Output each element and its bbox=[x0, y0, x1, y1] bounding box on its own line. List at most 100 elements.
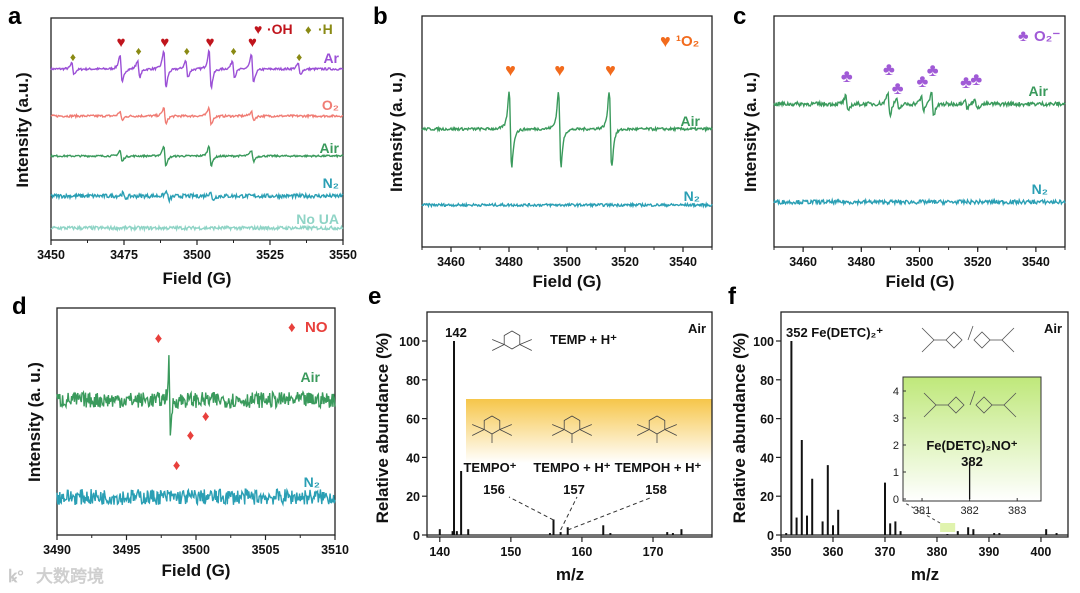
panel-e-frame bbox=[426, 311, 713, 538]
tempoh-structure-icon-bond bbox=[664, 429, 677, 436]
f-inset-xtick-label: 382 bbox=[960, 505, 978, 517]
superoxide-marker-icon: ♣ bbox=[927, 60, 939, 80]
e-species-leader bbox=[560, 496, 578, 531]
f-condition-label: Air bbox=[1044, 321, 1062, 336]
f-xlabel: m/z bbox=[911, 565, 939, 584]
f-peak-label: 352 Fe(DETC)₂⁺ bbox=[786, 325, 883, 340]
panel-d-series-1 bbox=[56, 487, 336, 507]
superoxide-marker-icon: ♣ bbox=[960, 72, 972, 92]
temp-structure-icon-bond bbox=[492, 344, 505, 351]
d-legend-symbol: ♦ bbox=[288, 319, 296, 336]
f-inset-ytick-label: 0 bbox=[893, 494, 899, 506]
tempo-h-structure-icon-bond bbox=[579, 424, 592, 430]
c-legend-label: O₂⁻ bbox=[1034, 28, 1060, 45]
panel-f-ytick-label: 60 bbox=[760, 413, 774, 427]
panel-e-ytick-label: 60 bbox=[406, 413, 420, 427]
panel-b-xtick-label: 3520 bbox=[611, 255, 639, 269]
a-ylabel: Intensity (a.u.) bbox=[13, 72, 32, 187]
panel-b-xtick-label: 3500 bbox=[553, 255, 581, 269]
no-marker-icon: ♦ bbox=[202, 408, 210, 425]
superoxide-marker-icon: ♣ bbox=[917, 71, 929, 91]
temp-structure-icon bbox=[492, 330, 532, 351]
e-species-leader bbox=[567, 497, 651, 531]
panel-e-ytick-label: 80 bbox=[406, 374, 420, 388]
panel-e-xtick-label: 170 bbox=[643, 545, 664, 559]
a-series-label-air: Air bbox=[320, 140, 340, 156]
oh-marker-icon: ♥ bbox=[160, 34, 169, 51]
panel-a-xtick-label: 3475 bbox=[110, 248, 138, 262]
panel-c-xtick-label: 3540 bbox=[1022, 255, 1050, 269]
panel-f-ytick-label: 20 bbox=[760, 490, 774, 504]
e-species-tempo-h: TEMPO + H⁺ bbox=[533, 460, 610, 475]
e-species-tempoh-h: TEMPOH + H⁺ bbox=[615, 460, 702, 475]
e-condition-label: Air bbox=[688, 321, 706, 336]
tempo-h-structure-icon-bond bbox=[552, 424, 565, 430]
superoxide-marker-icon: ♣ bbox=[970, 69, 982, 89]
a-series-label-noua: No UA bbox=[296, 211, 339, 227]
tempo-h-structure-icon-bond bbox=[552, 429, 565, 436]
panel-a-series-2 bbox=[50, 144, 344, 168]
b-xlabel: Field (G) bbox=[533, 272, 602, 291]
d-series-label-air: Air bbox=[301, 369, 321, 385]
superoxide-marker-icon: ♣ bbox=[841, 66, 853, 86]
panel-b-xtick-label: 3540 bbox=[669, 255, 697, 269]
no-marker-icon: ♦ bbox=[155, 330, 163, 347]
fe-detc2-structure-icon-ethyl bbox=[1001, 327, 1015, 353]
d-series-label-n2: N₂ bbox=[304, 474, 320, 490]
panel-f-xtick-label: 400 bbox=[1031, 545, 1052, 559]
b-series-label-air: Air bbox=[681, 113, 701, 129]
panel-e-ytick-label: 20 bbox=[406, 490, 420, 504]
f-inset-ytick-label: 3 bbox=[893, 413, 899, 425]
panel-c-xtick-label: 3500 bbox=[906, 255, 934, 269]
panel-d-xtick-label: 3505 bbox=[252, 543, 280, 557]
superoxide-marker-icon: ♣ bbox=[892, 78, 904, 98]
e-mz-156: 156 bbox=[483, 482, 505, 497]
a-legend-h-label: ·H bbox=[318, 21, 333, 37]
oh-marker-icon: ♥ bbox=[206, 34, 215, 51]
c-series-label-n2: N₂ bbox=[1032, 181, 1048, 197]
panel-d-xtick-label: 3510 bbox=[321, 543, 349, 557]
panel-b-series-1 bbox=[421, 201, 713, 209]
panel-c-series-1 bbox=[773, 197, 1066, 207]
d-xlabel: Field (G) bbox=[162, 561, 231, 580]
tempoh-structure-icon-bond bbox=[637, 429, 650, 436]
panel-label-b: b bbox=[373, 3, 388, 30]
singlet-oxygen-marker-icon: ♥ bbox=[605, 60, 616, 80]
panel-b-xtick-label: 3480 bbox=[495, 255, 523, 269]
h-marker-icon: ♦ bbox=[296, 50, 302, 64]
panel-b-xtick-label: 3460 bbox=[437, 255, 465, 269]
c-legend-symbol: ♣ bbox=[1018, 28, 1029, 45]
panel-d-xtick-label: 3495 bbox=[113, 543, 141, 557]
temp-structure-icon-bond bbox=[519, 339, 532, 345]
a-series-label-n2: N₂ bbox=[323, 175, 339, 191]
f-inset-plot bbox=[902, 376, 1042, 502]
superoxide-marker-icon: ♣ bbox=[883, 59, 895, 79]
a-legend-h-symbol: ♦ bbox=[305, 22, 312, 37]
a-series-label-ar: Ar bbox=[323, 50, 339, 66]
f-inset-mz-label: 382 bbox=[961, 454, 983, 469]
h-marker-icon: ♦ bbox=[136, 44, 142, 58]
e-parent-label: TEMP + H⁺ bbox=[550, 332, 617, 347]
singlet-oxygen-marker-icon: ♥ bbox=[505, 60, 516, 80]
panel-d-xtick-label: 3500 bbox=[182, 543, 210, 557]
fe-detc2-structure-icon-no-bond bbox=[967, 325, 974, 341]
f-inset-ytick-label: 2 bbox=[893, 440, 899, 452]
panel-e-xtick-label: 140 bbox=[429, 545, 450, 559]
b-legend-label: ¹O₂ bbox=[676, 33, 699, 50]
c-ylabel: Intensity (a. u.) bbox=[741, 72, 760, 192]
panel-label-e: e bbox=[368, 283, 381, 310]
panel-e-xtick-label: 160 bbox=[572, 545, 593, 559]
a-xlabel: Field (G) bbox=[163, 269, 232, 288]
fe-detc2-no-structure-icon bbox=[923, 390, 1017, 418]
fe-detc2-structure-icon-ring-right bbox=[973, 331, 991, 349]
panel-c-xtick-label: 3520 bbox=[964, 255, 992, 269]
oh-marker-icon: ♥ bbox=[117, 34, 126, 51]
d-ylabel: Intensity (a. u.) bbox=[25, 362, 44, 482]
panel-f-xtick-label: 350 bbox=[771, 545, 792, 559]
a-legend-oh-label: ·OH bbox=[267, 21, 293, 37]
f-inset-species-label: Fe(DETC)₂NO⁺ bbox=[926, 438, 1017, 453]
chart-marks: 3450 3475 3500 3525 3550 3460 3480 3500 3520 3540… bbox=[37, 15, 1069, 559]
panel-d-series-0 bbox=[56, 355, 336, 436]
d-legend-label: NO bbox=[305, 319, 328, 336]
